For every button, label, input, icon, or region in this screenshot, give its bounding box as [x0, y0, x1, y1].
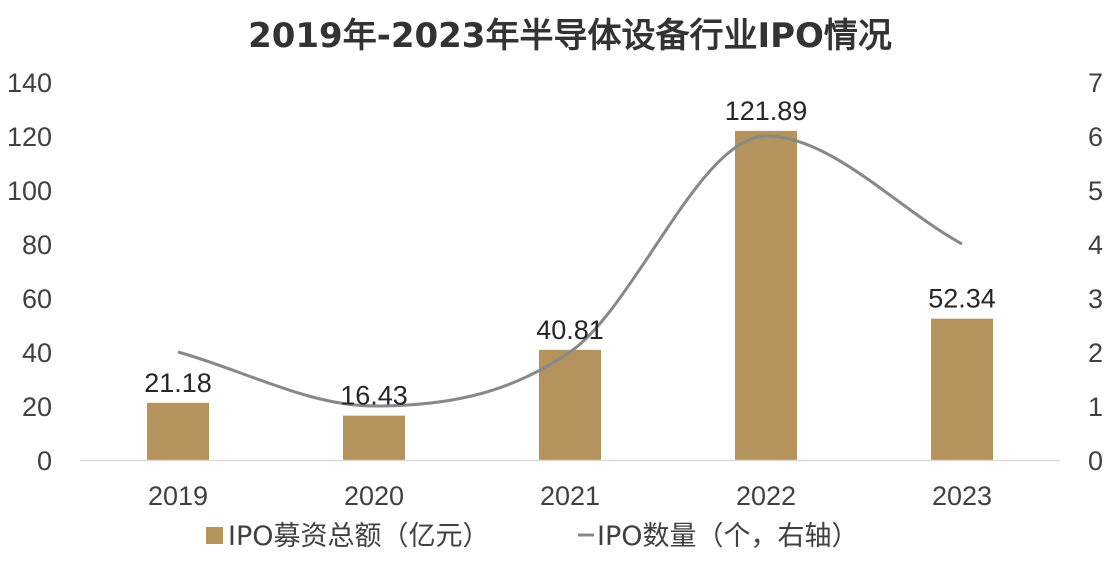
legend: IPO募资总额（亿元） IPO数量（个，右轴） [206, 521, 859, 552]
x-tick-label: 2021 [540, 481, 600, 511]
x-tick-label: 2020 [344, 481, 404, 511]
x-tick-label: 2019 [148, 481, 208, 511]
bar-data-label: 52.34 [928, 284, 996, 314]
y-right-tick-label: 7 [1088, 68, 1103, 98]
x-tick-label: 2022 [736, 481, 796, 511]
chart-title: 2019年-2023年半导体设备行业IPO情况 [248, 16, 892, 56]
bar-2019 [147, 402, 209, 460]
y-left-tick-label: 20 [22, 392, 52, 422]
y-right-tick-label: 5 [1088, 176, 1103, 206]
y-left-tick-label: 100 [7, 176, 52, 206]
bar-2022 [735, 130, 797, 460]
y-left-tick-label: 60 [22, 284, 52, 314]
y-left-tick-label: 140 [7, 68, 52, 98]
y-right-tick-label: 0 [1088, 446, 1103, 476]
bar-data-label: 21.18 [144, 368, 212, 398]
legend-label-bar: IPO募资总额（亿元） [228, 521, 490, 552]
x-tick-label: 2023 [932, 481, 992, 511]
y-right-tick-label: 2 [1088, 338, 1103, 368]
bar-2021 [539, 349, 601, 460]
bar-data-label: 16.43 [340, 381, 408, 411]
legend-label-line: IPO数量（个，右轴） [597, 521, 859, 552]
y-left-tick-label: 40 [22, 338, 52, 368]
bar-2023 [931, 318, 993, 460]
y-left-tick-label: 80 [22, 230, 52, 260]
legend-swatch-bar [206, 527, 223, 544]
y-right-tick-label: 1 [1088, 392, 1103, 422]
line-ipo-count [177, 134, 963, 408]
y-right-tick-label: 3 [1088, 284, 1103, 314]
bar-data-label: 40.81 [536, 315, 604, 345]
plot-area: 0 20 40 60 80 100 120 140 0 1 2 3 4 5 6 7 2019 2020 2021 20… [7, 68, 1103, 511]
y-right-tick-label: 4 [1088, 230, 1103, 260]
y-left-tick-label: 120 [7, 122, 52, 152]
bar-data-label: 121.89 [725, 96, 808, 126]
bar-2020 [343, 415, 405, 460]
y-right-tick-label: 6 [1088, 122, 1103, 152]
y-left-tick-label: 0 [37, 446, 52, 476]
